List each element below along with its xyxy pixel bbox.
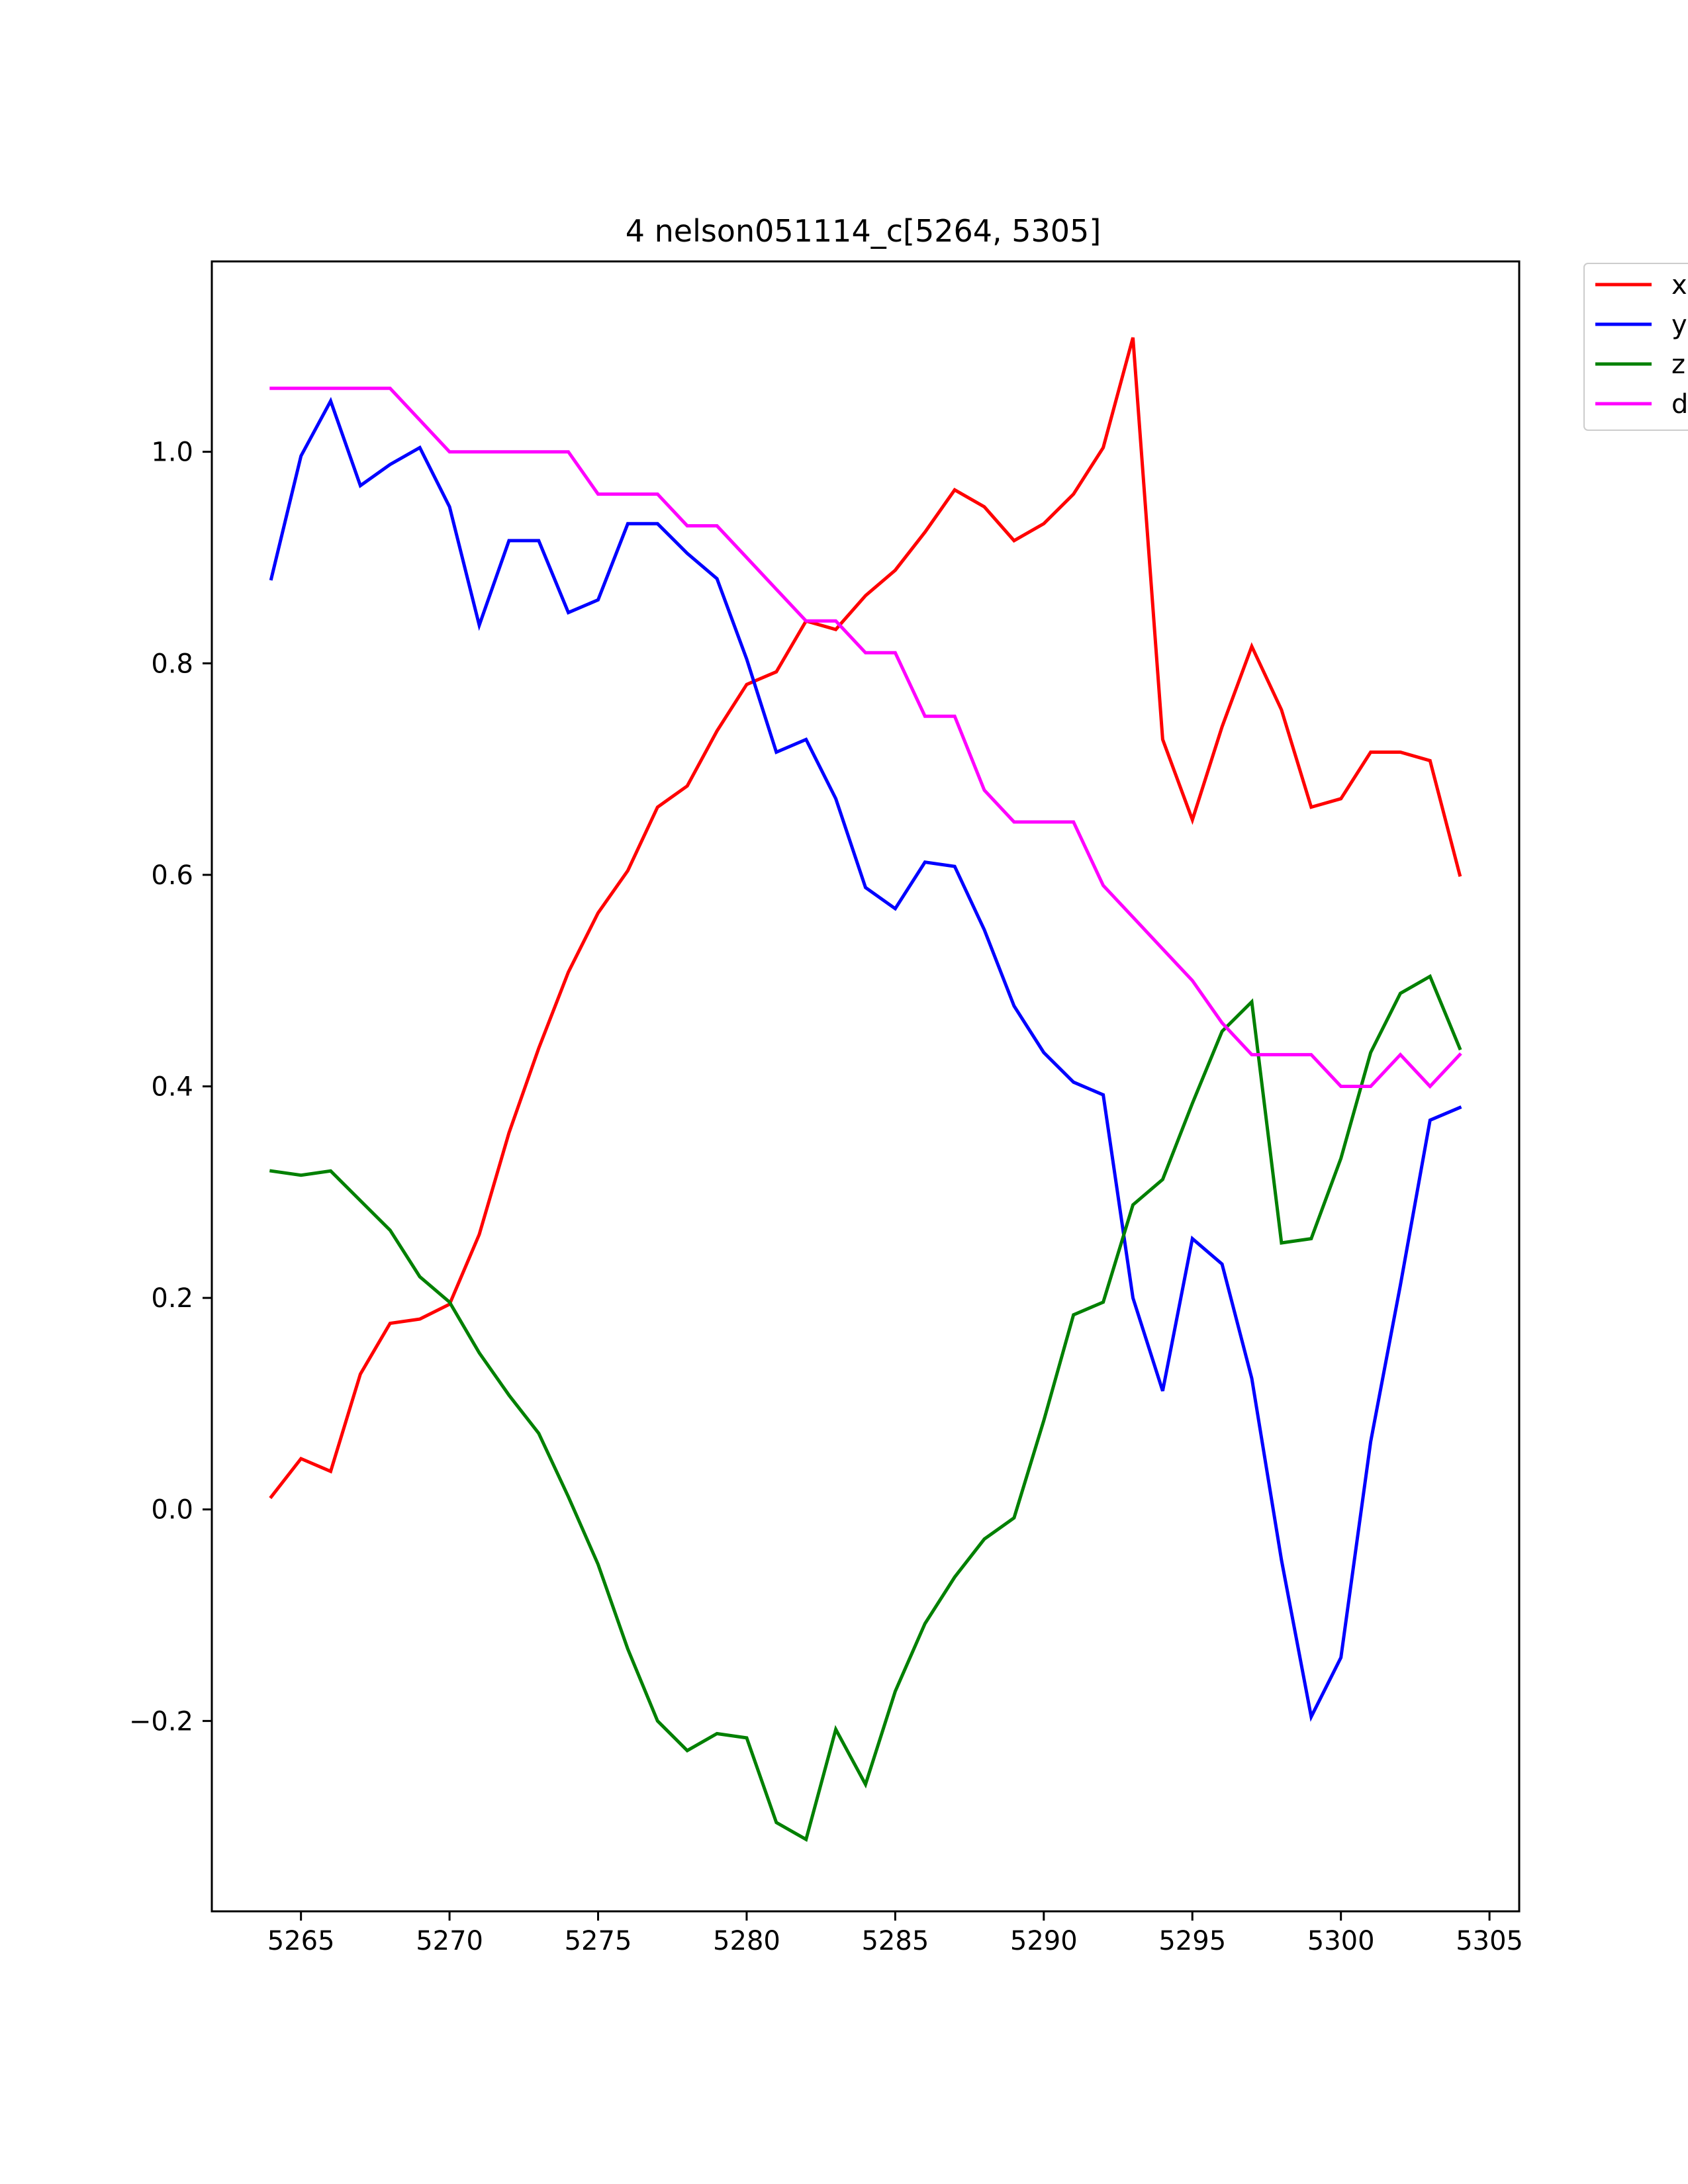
x-tick-label: 5270: [416, 1926, 483, 1956]
legend-label-z: z: [1671, 349, 1685, 380]
series-line-d: [269, 387, 1462, 1089]
series-line-z: [269, 974, 1462, 1843]
legend-label-d: d: [1671, 389, 1688, 420]
x-tick-label: 5290: [1010, 1926, 1078, 1956]
chart-title: 4 nelson051114_c[5264, 5305]: [626, 213, 1102, 249]
y-tick-label: 0.8: [151, 649, 193, 679]
x-axis: 5265 5270 5275 5280 5285 5290 5295 5300 5305: [267, 1911, 1523, 1956]
x-tick-label: 5285: [861, 1926, 929, 1956]
series-line-y: [269, 396, 1462, 1722]
x-tick-label: 5305: [1456, 1926, 1523, 1956]
x-tick-label: 5280: [713, 1926, 780, 1956]
x-tick-label: 5300: [1307, 1926, 1375, 1956]
legend-label-y: y: [1671, 310, 1687, 340]
y-axis: −0.2 0.0 0.2 0.4 0.6 0.8 1.0: [129, 437, 212, 1737]
series-line-x: [269, 337, 1462, 1500]
x-tick-label: 5295: [1158, 1926, 1226, 1956]
y-tick-label: 0.4: [151, 1072, 193, 1103]
legend-label-x: x: [1671, 270, 1687, 300]
y-tick-label: 1.0: [151, 437, 193, 468]
y-tick-label: −0.2: [129, 1706, 193, 1737]
y-tick-label: 0.2: [151, 1283, 193, 1314]
x-tick-label: 5275: [565, 1926, 632, 1956]
legend-box: [1583, 263, 1688, 431]
series-layer: [269, 337, 1462, 1843]
x-tick-label: 5265: [267, 1926, 335, 1956]
y-tick-label: 0.6: [151, 860, 193, 891]
y-tick-label: 0.0: [151, 1495, 193, 1525]
